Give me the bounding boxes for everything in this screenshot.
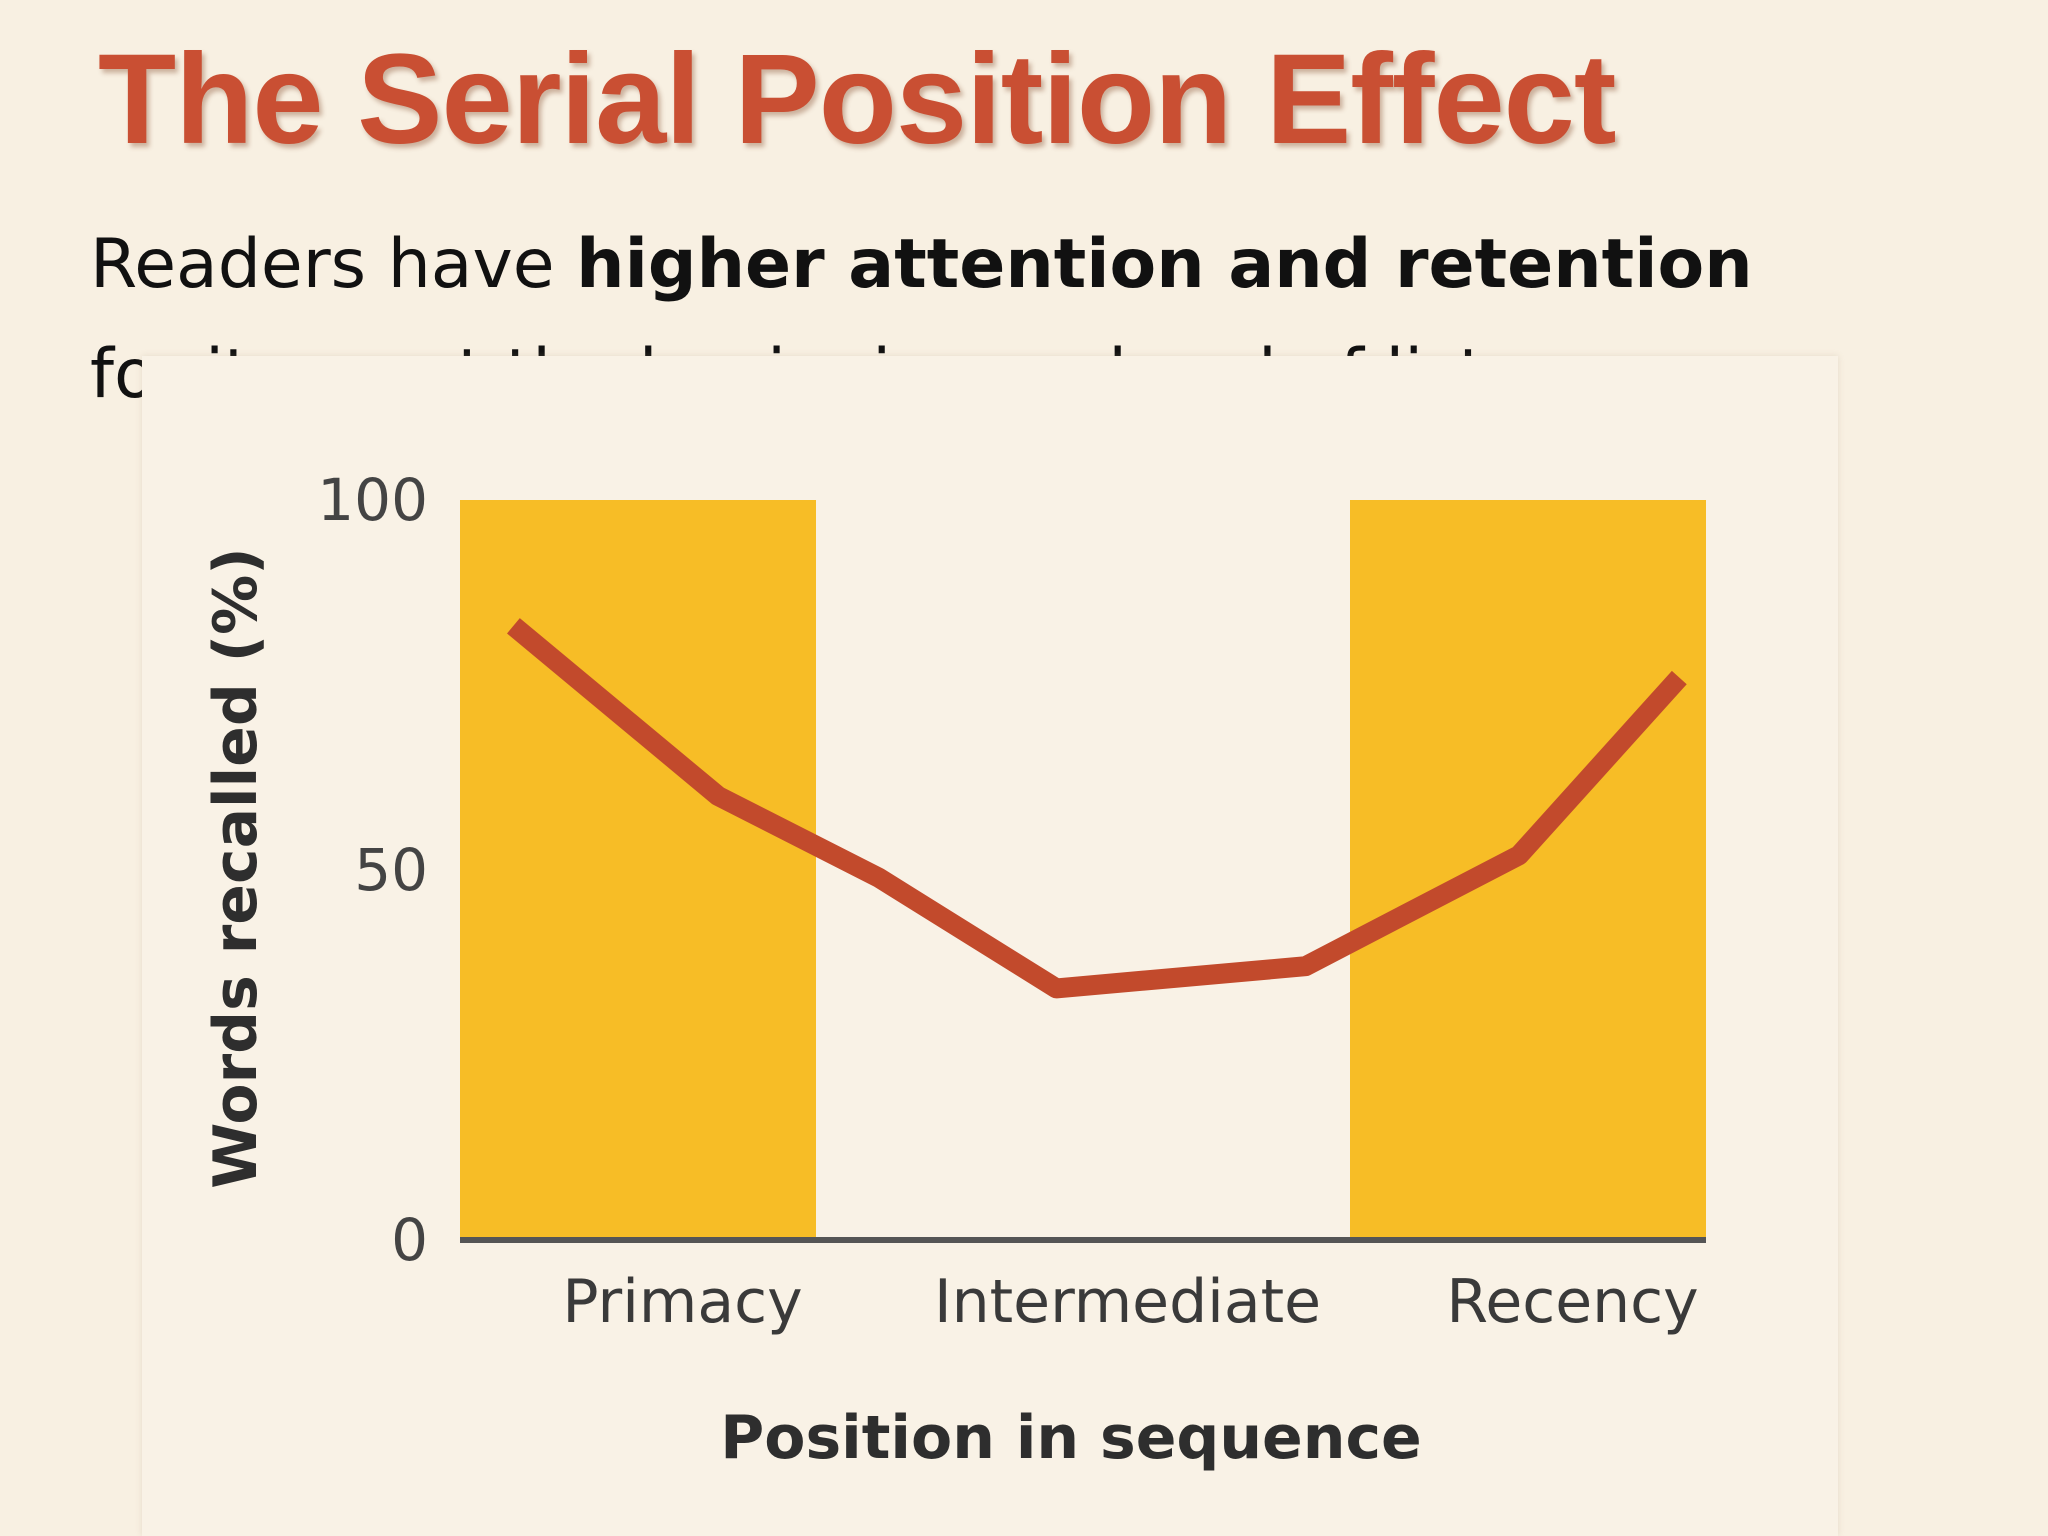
- x-category-labels: Primacy Intermediate Recency: [562, 1267, 1698, 1337]
- series-line: [507, 618, 1687, 999]
- y-axis-title: Words recalled (%): [201, 547, 271, 1188]
- y-tick-label-100: 100: [317, 466, 428, 534]
- shaded-region-recency: [1350, 500, 1706, 1240]
- y-tick-labels: 0 50 100: [317, 466, 428, 1274]
- x-category-label-primacy: Primacy: [562, 1267, 802, 1337]
- shaded-region-primacy: [460, 500, 816, 1240]
- x-axis-title: Position in sequence: [720, 1403, 1421, 1473]
- y-tick-label-0: 0: [391, 1206, 428, 1274]
- x-category-label-recency: Recency: [1446, 1267, 1698, 1337]
- subtitle-text-regular: Readers have: [90, 225, 577, 304]
- subtitle-line-1: Readers have higher attention and retent…: [90, 210, 1753, 320]
- subtitle-text-bold: higher attention and retention: [576, 225, 1753, 304]
- slide-title: The Serial Position Effect: [98, 28, 1616, 171]
- shaded-regions: [460, 500, 1706, 1240]
- x-category-label-intermediate: Intermediate: [934, 1267, 1321, 1337]
- y-tick-label-50: 50: [354, 836, 428, 904]
